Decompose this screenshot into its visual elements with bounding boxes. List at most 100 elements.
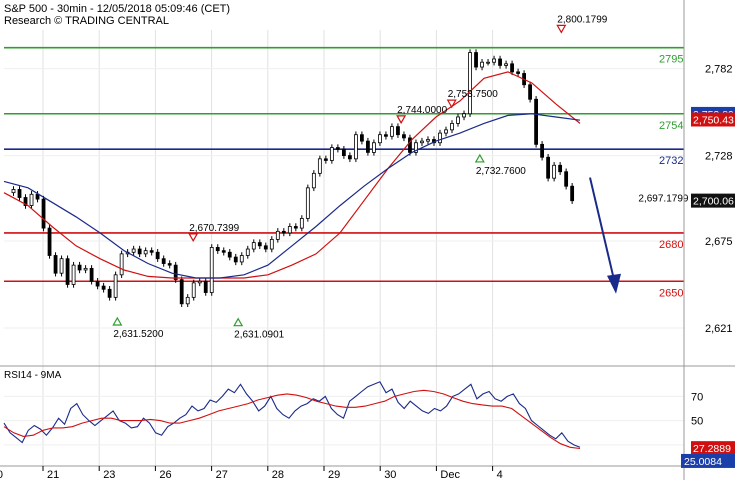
level-label: 2754 — [659, 120, 683, 132]
candle-body — [414, 142, 418, 153]
ma-blue-line — [3, 113, 581, 279]
candle-body — [390, 126, 394, 137]
candle-body — [534, 98, 539, 145]
candle-body — [89, 267, 94, 282]
candle-body — [516, 71, 520, 74]
rsi-tag-label: 25.0084 — [684, 456, 722, 468]
candle-body — [293, 226, 298, 229]
candle-body — [546, 156, 551, 179]
swing-low-marker — [112, 316, 123, 326]
candle-body — [185, 296, 190, 305]
candle-body — [486, 61, 490, 64]
candle-body — [209, 247, 214, 293]
swing-label: 2,697.1799 — [638, 193, 688, 204]
candle-body — [426, 139, 430, 142]
candle-body — [450, 123, 454, 131]
ma-red-line — [3, 71, 581, 279]
x-tick-label: 30 — [384, 469, 396, 480]
level-label: 2795 — [659, 54, 683, 66]
x-tick-label: 26 — [159, 469, 171, 480]
candle-body — [59, 258, 64, 274]
candle-body — [11, 189, 16, 194]
candle-body — [239, 255, 244, 263]
candle-body — [101, 285, 106, 290]
projection-arrowhead — [607, 273, 621, 294]
swing-label: 2,753.7500 — [448, 89, 498, 100]
candle-body — [281, 230, 286, 234]
candle-body — [119, 253, 124, 276]
candle-body — [408, 137, 412, 153]
candle-body — [498, 58, 502, 66]
x-tick-label: 20 — [0, 469, 3, 480]
candle-body — [360, 134, 364, 142]
candle-body — [311, 172, 316, 189]
candle-body — [71, 264, 76, 285]
candlestick-series — [11, 49, 575, 308]
candle-body — [317, 158, 322, 174]
rsi-tick-label: 50 — [691, 416, 703, 428]
candle-body — [462, 113, 466, 118]
level-label: 2650 — [659, 287, 683, 299]
swing-low-marker — [474, 153, 485, 163]
candle-body — [492, 58, 496, 63]
candle-body — [323, 158, 328, 161]
candle-body — [257, 242, 262, 247]
candle-body — [143, 250, 148, 255]
rsi-tag-box — [681, 453, 735, 468]
price-tag-label: 2,750.43 — [693, 114, 734, 126]
y-tick-label: 2,621 — [705, 323, 733, 335]
swing-label: 2,670.7399 — [189, 223, 239, 234]
candle-body — [65, 258, 70, 285]
candle-body — [504, 63, 508, 66]
candle-body — [468, 52, 472, 115]
rsi-tick-label: 70 — [691, 391, 703, 403]
rsi-ma-tag-box — [691, 441, 735, 456]
candle-body — [480, 61, 484, 68]
candle-body — [263, 245, 268, 250]
candle-body — [474, 52, 478, 68]
candle-body — [251, 242, 256, 250]
price-tag-box — [691, 193, 735, 208]
candle-body — [275, 230, 280, 240]
candle-body — [269, 238, 274, 250]
candle-body — [564, 171, 569, 187]
rsi-ma-line — [3, 389, 581, 450]
candle-body — [299, 218, 304, 229]
rsi-line — [3, 381, 581, 448]
x-tick-label: 4 — [497, 469, 503, 480]
candle-body — [233, 256, 238, 263]
candle-body — [203, 280, 208, 293]
candle-body — [173, 264, 178, 281]
swing-label: 2,800.1799 — [557, 14, 607, 25]
candle-body — [384, 134, 388, 137]
candle-body — [528, 84, 532, 100]
candle-body — [329, 147, 334, 161]
y-tick-label: 2,728 — [705, 151, 733, 163]
candle-body — [456, 116, 460, 124]
candle-body — [35, 193, 40, 200]
chart-title: S&P 500 - 30min - 12/05/2018 05:09:46 (C… — [4, 3, 230, 15]
x-tick-label: Dec — [440, 469, 460, 480]
candle-body — [41, 198, 46, 229]
moving-averages — [3, 71, 581, 279]
swing-label: 2,631.5200 — [113, 329, 163, 340]
candle-body — [287, 226, 292, 234]
candle-body — [113, 274, 118, 298]
projection-arrow — [589, 177, 621, 294]
candle-body — [167, 263, 172, 266]
candle-body — [17, 189, 22, 198]
candle-body — [420, 140, 424, 144]
x-tick-label: 29 — [328, 469, 340, 480]
candle-body — [83, 267, 88, 271]
price-tag-box — [691, 112, 735, 127]
rsi-label: RSI14 - 9MA — [4, 370, 62, 381]
candle-body — [353, 134, 358, 160]
swing-label: 2,744.0000 — [397, 105, 447, 116]
swing-label: 2,732.7600 — [476, 166, 526, 177]
swing-high-marker — [556, 24, 567, 34]
candle-body — [540, 143, 545, 158]
